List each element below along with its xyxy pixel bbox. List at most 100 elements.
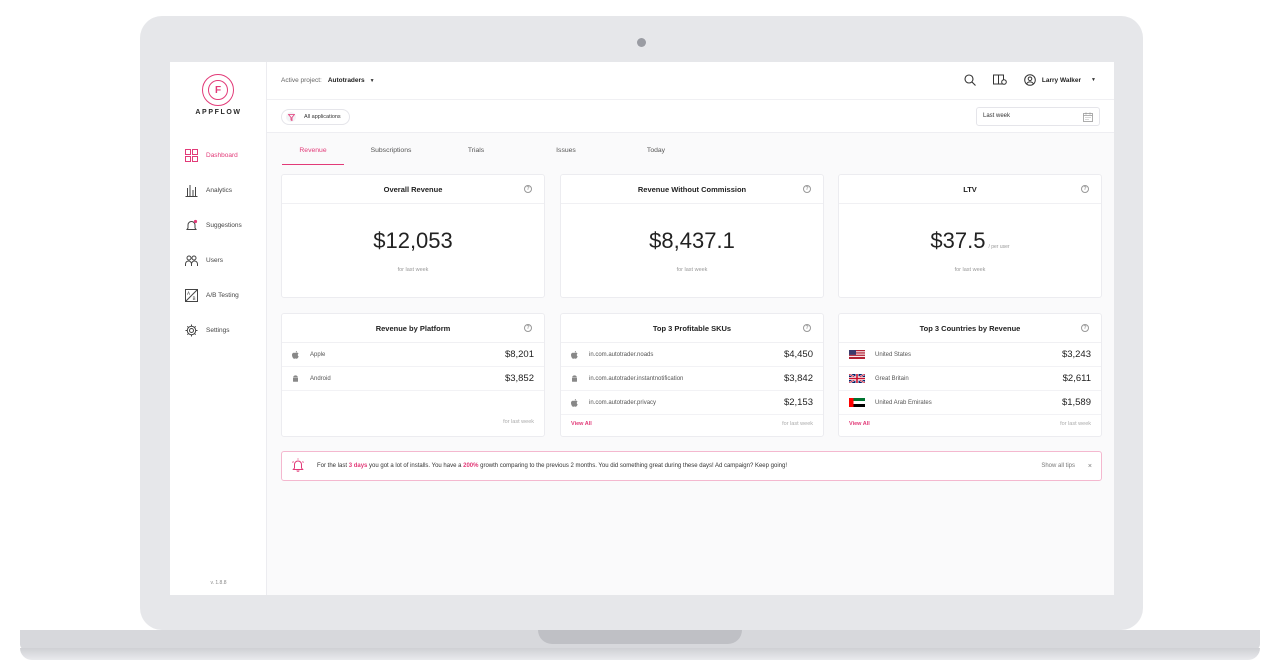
user-avatar-icon[interactable]	[1022, 72, 1038, 88]
help-icon[interactable]: ?	[803, 324, 811, 332]
kpi-card-overall-revenue: Overall Revenue? $12,053 for last week	[281, 174, 545, 298]
card-foot-note: for last week	[782, 421, 813, 427]
app-version: v. 1.8.8	[210, 580, 227, 586]
svg-text:A: A	[187, 291, 191, 297]
sidebar-item-label: Analytics	[206, 187, 233, 194]
card-title: Revenue by Platform	[375, 323, 451, 333]
project-selector[interactable]: Active project: Autotraders ▼	[281, 77, 375, 84]
table-row: United Arab Emirates $1,589	[839, 391, 1101, 415]
search-icon[interactable]	[962, 72, 978, 88]
android-icon	[292, 374, 302, 383]
row-label: in.com.autotrader.instantnotification	[589, 375, 684, 382]
tab-issues[interactable]: Issues	[556, 147, 576, 154]
svg-text:B: B	[192, 296, 195, 302]
tip-banner: For the last 3 days you got a lot of ins…	[281, 451, 1102, 481]
sidebar-item-users[interactable]: Users	[184, 243, 242, 278]
app-logo[interactable]: F	[202, 74, 234, 106]
card-top-countries: Top 3 Countries by Revenue? United State…	[838, 313, 1102, 437]
kpi-card-revenue-without-commission: Revenue Without Commission? $8,437.1 for…	[560, 174, 824, 298]
book-icon[interactable]	[992, 72, 1008, 88]
kpi-value: $37.5	[930, 228, 986, 253]
row-label: Android	[310, 375, 331, 382]
card-top-skus: Top 3 Profitable SKUs? in.com.autotrader…	[560, 313, 824, 437]
sidebar-item-analytics[interactable]: Analytics	[184, 173, 242, 208]
chevron-down-icon: ▼	[369, 78, 375, 84]
apple-icon	[571, 398, 581, 407]
camera	[637, 38, 646, 47]
tab-revenue[interactable]: Revenue	[282, 134, 344, 165]
bell-icon	[291, 458, 305, 474]
card-footer: for last week	[282, 413, 544, 431]
row-value: $3,842	[783, 373, 813, 384]
help-icon[interactable]: ?	[1081, 185, 1089, 193]
card-header: Revenue by Platform?	[282, 314, 544, 343]
row-label: Great Britain	[875, 375, 909, 382]
row-value: $3,243	[1061, 349, 1091, 360]
tip-highlight: 3 days	[348, 463, 368, 469]
table-row: in.com.autotrader.instantnotification $3…	[561, 367, 823, 391]
card-header: LTV?	[839, 175, 1101, 204]
users-icon	[184, 254, 198, 268]
row-label: in.com.autotrader.privacy	[589, 399, 657, 406]
bell-icon	[184, 219, 198, 233]
help-icon[interactable]: ?	[803, 185, 811, 193]
period-value: Last week	[983, 113, 1011, 119]
tip-highlight: 200%	[463, 463, 479, 469]
help-icon[interactable]: ?	[1081, 324, 1089, 332]
help-icon[interactable]: ?	[524, 185, 532, 193]
application-filter[interactable]: All applications	[281, 109, 350, 125]
project-value: Autotraders	[327, 77, 365, 84]
kpi-subtitle: for last week	[397, 267, 429, 273]
card-foot-note: for last week	[503, 419, 534, 425]
card-header: Overall Revenue?	[282, 175, 544, 204]
view-all-link[interactable]: View All	[849, 421, 870, 427]
dashboard-icon	[184, 149, 198, 163]
user-name[interactable]: Larry Walker	[1041, 76, 1082, 84]
show-all-tips-link[interactable]: Show all tips	[1041, 463, 1075, 469]
tip-text-part: you got a lot of installs. You have a	[367, 463, 464, 469]
row-label: in.com.autotrader.noads	[589, 351, 654, 358]
uae-flag-icon	[849, 398, 867, 407]
table-row: United States $3,243	[839, 343, 1101, 367]
table-row: Android $3,852	[282, 367, 544, 391]
period-select[interactable]: Last week	[976, 107, 1100, 126]
row-label: Apple	[310, 351, 326, 358]
view-all-link[interactable]: View All	[571, 421, 592, 427]
sidebar-item-label: Suggestions	[206, 222, 242, 229]
help-icon[interactable]: ?	[524, 324, 532, 332]
kpi-value: $12,053	[373, 228, 453, 253]
table-row: in.com.autotrader.noads $4,450	[561, 343, 823, 367]
row-value: $4,450	[783, 349, 813, 360]
filter-label: All applications	[304, 114, 341, 120]
sidebar-item-label: Dashboard	[206, 152, 238, 159]
app-screen: F APPFLOW Dashboard Analytics Suggestion…	[170, 62, 1114, 595]
sidebar-item-dashboard[interactable]: Dashboard	[184, 138, 242, 173]
project-label: Active project:	[281, 77, 322, 84]
top-bar: Active project: Autotraders ▼ Larry Walker…	[267, 62, 1114, 100]
brand-name: APPFLOW	[195, 109, 242, 116]
sidebar-item-label: A/B Testing	[206, 292, 239, 299]
sidebar-item-suggestions[interactable]: Suggestions	[184, 208, 242, 243]
row-value: $1,589	[1061, 397, 1091, 408]
tip-text-part: growth comparing to the previous 2 month…	[478, 463, 787, 469]
row-value: $8,201	[504, 349, 534, 360]
calendar-icon	[1083, 112, 1093, 124]
card-title: Top 3 Profitable SKUs	[652, 323, 732, 333]
us-flag-icon	[849, 350, 867, 359]
sidebar-item-label: Users	[206, 257, 223, 264]
filter-icon	[286, 112, 296, 122]
sidebar-item-settings[interactable]: Settings	[184, 313, 242, 348]
tip-text: For the last 3 days you got a lot of ins…	[317, 463, 787, 469]
kpi-unit: / per user	[988, 244, 1010, 250]
card-title: Top 3 Countries by Revenue	[919, 323, 1021, 333]
tab-subscriptions[interactable]: Subscriptions	[370, 147, 412, 154]
row-value: $2,611	[1062, 373, 1091, 384]
tab-today[interactable]: Today	[646, 147, 666, 154]
row-label: United States	[875, 351, 912, 358]
chevron-down-icon[interactable]: ▼	[1091, 77, 1096, 83]
android-icon	[571, 374, 581, 383]
close-icon[interactable]: ×	[1087, 462, 1092, 470]
tab-trials[interactable]: Trials	[467, 147, 485, 154]
